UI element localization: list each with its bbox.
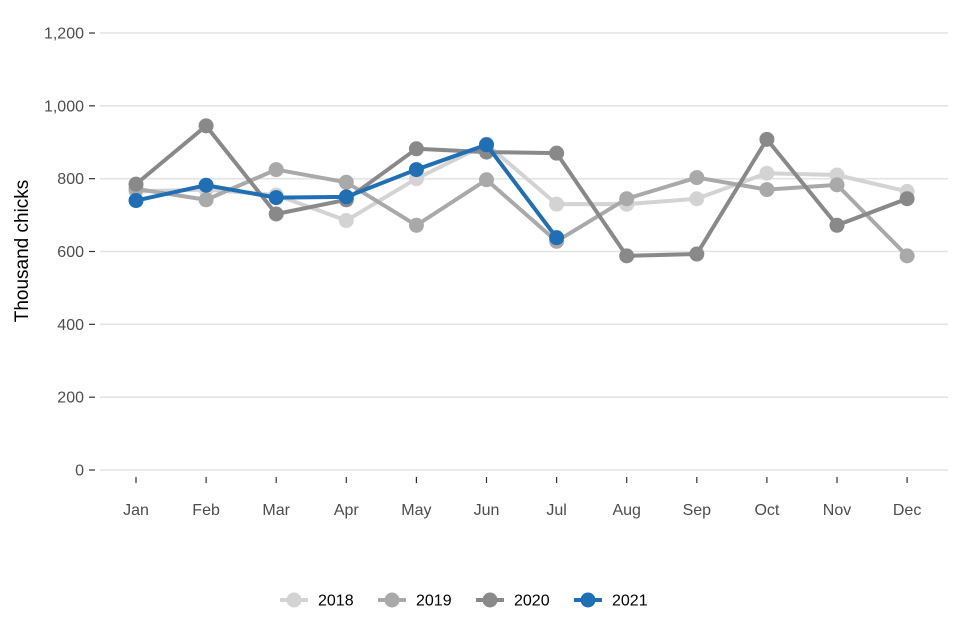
data-point-2020 [549,145,565,161]
data-point-2019 [899,248,915,264]
x-tick-label: Jun [474,502,500,519]
x-tick-label: Jul [546,502,566,519]
legend-item-2019: 2019 [378,592,452,610]
data-point-2021 [268,190,284,206]
data-point-2020 [619,248,635,264]
data-point-2019 [198,192,214,208]
legend-marker [286,592,302,608]
legend-item-2020: 2020 [476,592,550,610]
y-tick-label: 400 [57,317,84,334]
data-point-2020 [408,141,424,157]
legend-marker [384,592,400,608]
data-point-2019 [759,182,775,198]
series-2021 [128,137,565,246]
data-point-2020 [689,246,705,262]
series-line-2020 [134,123,910,258]
x-tick-label: Jan [123,502,149,519]
y-axis: 0 200 400 600 800 1,000 1,200 [44,26,95,480]
legend-label: 2018 [318,593,354,610]
x-tick-label: Feb [192,502,220,519]
data-point-2019 [338,174,354,190]
y-tick-label: 800 [57,171,84,188]
data-point-2018 [689,191,705,207]
x-tick-label: Mar [262,502,290,519]
x-tick-label: Apr [334,502,360,519]
legend-label: 2021 [612,593,648,610]
data-point-2019 [408,217,424,233]
data-point-2020 [829,217,845,233]
data-point-2018 [759,165,775,181]
data-point-2019 [268,162,284,178]
data-point-2019 [479,172,494,188]
data-point-2020 [198,118,214,134]
y-tick-label: 1,000 [44,98,84,115]
y-tick-label: 600 [57,244,84,261]
series-line-2019 [134,167,910,258]
legend-label: 2020 [514,593,550,610]
x-tick-label: Dec [893,502,921,519]
legend: 2018 2019 2020 2021 [280,592,648,610]
legend-marker [482,592,498,608]
legend-item-2021: 2021 [574,592,648,610]
data-point-2020 [268,206,284,222]
data-point-2021 [479,137,494,153]
y-tick-label: 0 [75,463,84,480]
data-point-2021 [338,189,354,205]
x-tick-label: Sep [683,502,712,519]
x-tick-label: Nov [823,502,851,519]
data-point-2020 [899,191,915,207]
data-point-2020 [759,131,775,147]
data-point-2021 [198,177,214,193]
y-axis-title: Thousand chicks [12,180,33,323]
legend-marker [580,592,596,608]
data-point-2019 [689,170,705,186]
data-point-2019 [619,191,635,207]
legend-item-2018: 2018 [280,592,354,610]
data-point-2018 [338,213,354,229]
x-axis: Jan Feb Mar Apr May Jun Jul Aug Sep Oct Nov Dec [123,477,921,519]
gridlines [100,32,948,471]
x-tick-label: Aug [612,502,640,519]
x-tick-label: May [401,502,431,519]
y-tick-label: 200 [57,390,84,407]
data-point-2021 [549,230,565,246]
series [128,118,915,264]
data-point-2019 [829,177,845,193]
legend-label: 2019 [416,593,452,610]
data-point-2021 [128,193,144,209]
y-tick-label: 1,200 [44,26,84,43]
series-2019 [128,162,915,264]
x-tick-label: Oct [754,502,779,519]
data-point-2021 [408,162,424,178]
data-point-2020 [128,176,144,192]
data-point-2018 [549,196,565,212]
